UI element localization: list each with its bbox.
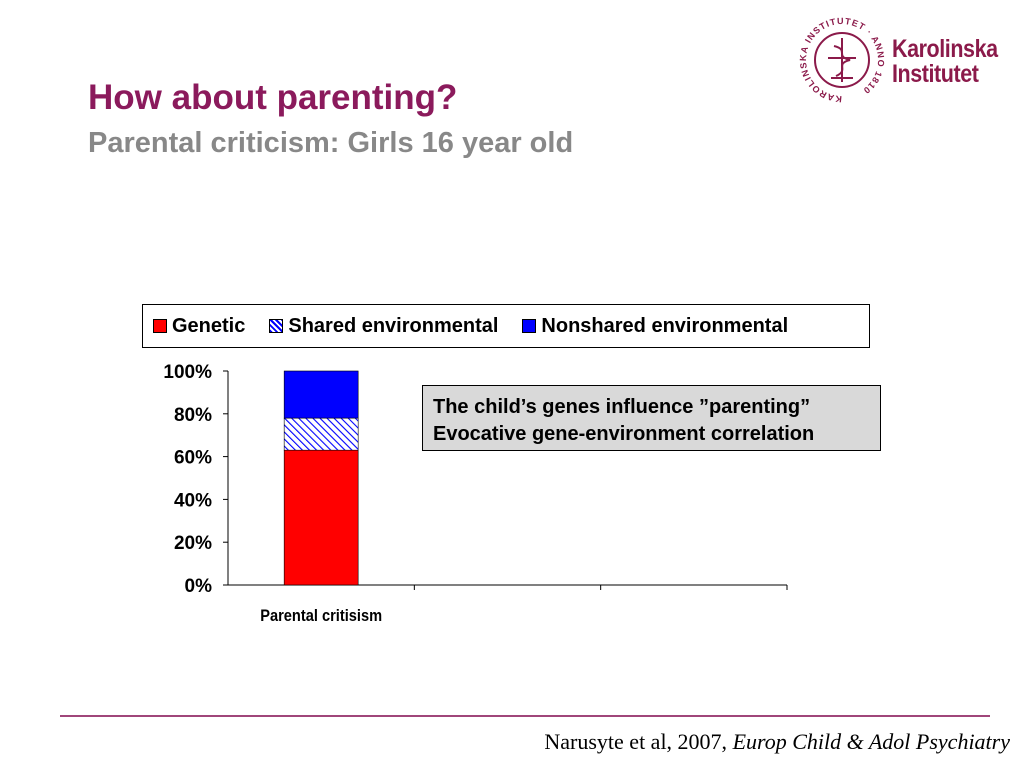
annotation-line-1: The child’s genes influence ”parenting” [433,396,811,418]
slide-title: How about parenting? [88,78,458,117]
legend-item-nonshared-environmental: Nonshared environmental [522,315,788,338]
slide-subtitle: Parental criticism: Girls 16 year old [88,127,574,159]
y-tick-label: 100% [163,362,212,383]
chart-legend: Genetic Shared environmental Nonshared e… [142,304,870,348]
y-tick-label: 80% [174,405,212,426]
y-tick-label: 20% [174,533,212,554]
x-category-label: Parental critisism [260,607,382,625]
legend-label-nonshared-environmental: Nonshared environmental [541,314,789,337]
y-tick-label: 60% [174,448,212,469]
bar-segment-nonshared-environmental [283,370,359,419]
karolinska-seal-icon: KAROLINSKA INSTITUTET · ANNO 1810 [798,16,885,104]
citation-authors: Narusyte et al, 2007, [544,729,733,754]
legend-swatch-nonshared-environmental [522,319,537,333]
legend-swatch-genetic [153,319,167,333]
chart-annotation-box: The child’s genes influence ”parenting” … [422,385,881,451]
legend-swatch-shared-environmental [269,319,284,333]
annotation-line-2: Evocative gene-environment correlation [433,423,815,445]
y-tick-label: 40% [174,490,212,511]
bar-segment-genetic [283,449,359,586]
logo-text-line-2: Institutet [892,60,979,88]
citation: Narusyte et al, 2007, Europ Child & Adol… [544,729,1010,755]
y-tick-label: 0% [185,576,213,597]
bar-segment-shared-environmental [283,417,359,451]
karolinska-logo: KAROLINSKA INSTITUTET · ANNO 1810 Karoli… [798,16,1008,104]
plot-area: 0% 20% 40% 60% 80% 100% Parental critisism [163,362,788,625]
legend-label-shared-environmental: Shared environmental [288,314,499,337]
legend-item-genetic: Genetic [153,315,245,338]
citation-journal: Europ Child & Adol Psychiatry [732,729,1010,754]
legend-label-genetic: Genetic [172,314,246,337]
footer-divider [60,715,990,717]
legend-item-shared-environmental: Shared environmental [269,315,498,338]
logo-text-line-1: Karolinska [892,35,998,63]
